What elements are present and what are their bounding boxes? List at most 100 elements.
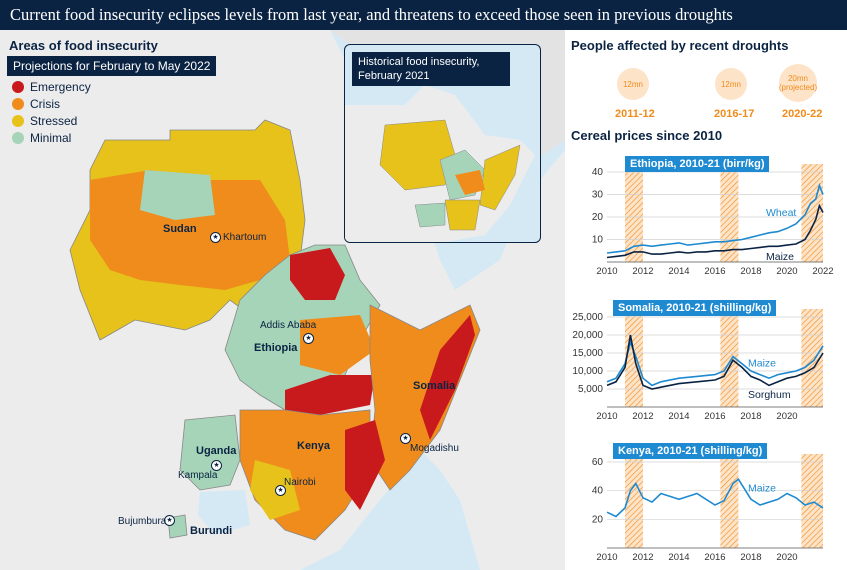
country-label-burundi: Burundi <box>190 525 233 537</box>
series-label: Maize <box>748 358 776 370</box>
country-label-uganda: Uganda <box>196 445 237 457</box>
droughts-title: People affected by recent droughts <box>571 38 789 53</box>
drought-year: 2020-22 <box>782 108 823 120</box>
series-label: Maize <box>766 251 794 263</box>
legend-label: Crisis <box>30 97 60 111</box>
country-label-kenya: Kenya <box>297 440 331 452</box>
drought-band <box>720 309 739 407</box>
x-tick-label: 2018 <box>740 411 761 422</box>
drought-band <box>720 454 739 548</box>
capital-star-icon: ★ <box>400 433 411 444</box>
capital-star-icon: ★ <box>210 232 221 243</box>
series-label: Wheat <box>766 207 796 219</box>
ethiopia-emergency-north <box>290 248 345 300</box>
page-title: Current food insecurity eclipses levels … <box>0 0 847 30</box>
y-tick-label: 30 <box>592 190 604 201</box>
city-label-addis-ababa: Addis Ababa <box>260 320 317 331</box>
city-label-bujumbura: Bujumbura <box>118 516 167 527</box>
y-tick-label: 60 <box>592 457 604 468</box>
inset-crisis-area <box>455 170 485 195</box>
x-tick-label: 2016 <box>704 552 725 563</box>
series-label: Maize <box>748 482 776 494</box>
historical-inset-map: Historical food insecurity, February 202… <box>344 44 541 243</box>
x-tick-label: 2018 <box>740 552 761 563</box>
x-tick-label: 2022 <box>812 266 833 277</box>
sudan-crisis-area <box>90 170 290 290</box>
charts-panel: People affected by recent droughts 12mn … <box>565 30 847 570</box>
uganda-region <box>179 414 241 491</box>
series-line-wheat <box>606 182 824 254</box>
y-tick-label: 25,000 <box>572 312 603 323</box>
x-tick-label: 2020 <box>776 266 797 277</box>
series-line-maize <box>606 203 824 259</box>
x-tick-label: 2012 <box>632 411 653 422</box>
inset-label: Historical food insecurity, February 202… <box>352 52 510 86</box>
drought-band <box>801 309 823 407</box>
y-tick-label: 40 <box>592 167 604 178</box>
y-tick-label: 10,000 <box>572 366 603 377</box>
country-label-somalia: Somalia <box>413 380 456 392</box>
food-insecurity-map: Areas of food insecurity Projections for… <box>0 30 565 570</box>
ethiopia-crisis-area <box>300 315 375 375</box>
country-label-ethiopia: Ethiopia <box>254 342 298 354</box>
legend-label: Stressed <box>30 114 78 128</box>
y-tick-label: 20 <box>592 514 604 525</box>
y-tick-label: 40 <box>592 486 604 497</box>
legend-stressed: Stressed <box>12 114 77 128</box>
series-line-sorghum <box>606 334 824 390</box>
y-tick-label: 20,000 <box>572 330 603 341</box>
legend-label: Emergency <box>30 80 91 94</box>
inset-somalia <box>479 144 521 211</box>
drought-band <box>625 164 643 262</box>
drought-year: 2016-17 <box>714 108 755 120</box>
kenya-chart-label: Kenya, 2010-21 (shilling/kg) <box>613 443 768 459</box>
inset-svg <box>345 85 535 242</box>
drought-year: 2011-12 <box>615 108 655 120</box>
capital-star-icon: ★ <box>275 485 286 496</box>
minimal-swatch <box>12 132 24 144</box>
somalia-emergency-coast <box>420 315 475 440</box>
inset-kenya <box>444 199 481 231</box>
x-tick-label: 2010 <box>596 266 617 277</box>
legend-crisis: Crisis <box>12 97 60 111</box>
capital-star-icon: ★ <box>164 515 175 526</box>
inset-uganda <box>414 202 446 228</box>
x-tick-label: 2014 <box>668 411 689 422</box>
ethiopia-emergency-south <box>285 375 375 415</box>
x-tick-label: 2020 <box>776 552 797 563</box>
country-label-sudan: Sudan <box>163 223 197 235</box>
x-tick-label: 2012 <box>632 552 653 563</box>
somalia-chart-label: Somalia, 2010-21 (shilling/kg) <box>613 300 777 316</box>
drought-bubble: 12mn <box>715 68 747 100</box>
map-svg <box>0 30 565 570</box>
x-tick-label: 2018 <box>740 266 761 277</box>
lake-victoria <box>198 490 250 535</box>
legend-title: Areas of food insecurity <box>9 38 158 53</box>
x-tick-label: 2020 <box>776 411 797 422</box>
city-label-nairobi: Nairobi <box>284 477 316 488</box>
kenya-price-chart: 20 40 60 2010 2012 2014 2016 2018 2020 Maize <box>592 454 824 563</box>
x-tick-label: 2010 <box>596 411 617 422</box>
series-line-maize <box>606 478 824 518</box>
projection-label: Projections for February to May 2022 <box>7 56 217 76</box>
sudan-minimal-area <box>140 170 215 220</box>
series-label: Sorghum <box>748 389 791 401</box>
cereal-title: Cereal prices since 2010 <box>571 128 723 143</box>
x-tick-label: 2010 <box>596 552 617 563</box>
y-tick-label: 15,000 <box>572 348 603 359</box>
legend-emergency: Emergency <box>12 80 91 94</box>
y-tick-label: 10 <box>592 235 604 246</box>
stressed-swatch <box>12 115 24 127</box>
x-tick-label: 2016 <box>704 266 725 277</box>
crisis-swatch <box>12 98 24 110</box>
city-label-kampala: Kampala <box>178 470 218 481</box>
city-label-mogadishu: Mogadishu <box>410 443 459 454</box>
kenya-emergency-area <box>345 420 385 510</box>
emergency-swatch <box>12 81 24 93</box>
somalia-price-chart: 5,000 10,000 15,000 20,000 25,000 2010 2012 201… <box>572 309 824 422</box>
drought-band <box>720 164 739 262</box>
drought-band <box>801 454 823 548</box>
drought-band <box>625 454 643 548</box>
drought-band <box>801 164 823 262</box>
x-tick-label: 2014 <box>668 552 689 563</box>
